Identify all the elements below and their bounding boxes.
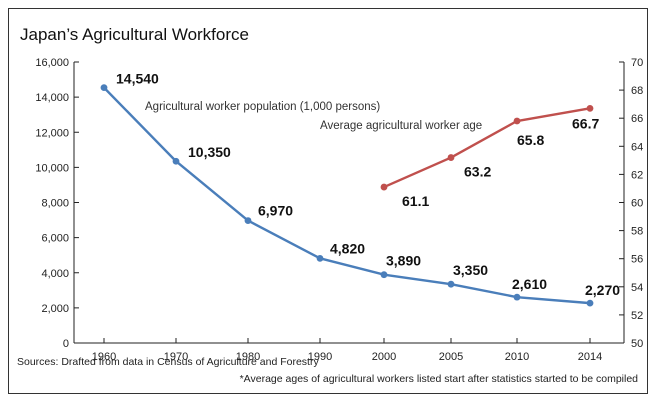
population-point bbox=[244, 217, 252, 224]
population-data-label: 4,820 bbox=[330, 240, 365, 256]
left-tick-label: 14,000 bbox=[35, 92, 69, 104]
right-tick-label: 62 bbox=[631, 169, 643, 181]
left-tick-label: 6,000 bbox=[41, 233, 69, 245]
population-point bbox=[513, 293, 521, 301]
series-lines bbox=[102, 86, 592, 305]
right-tick-label: 54 bbox=[631, 282, 643, 294]
x-tick-label: 1960 bbox=[92, 351, 116, 363]
right-tick-label: 58 bbox=[631, 226, 643, 238]
population-data-label: 10,350 bbox=[188, 144, 231, 160]
x-tick-label: 2000 bbox=[372, 351, 396, 363]
source-note: Sources: Drafted from data in Census of … bbox=[17, 356, 319, 368]
population-data-label: 2,270 bbox=[585, 282, 620, 298]
series-labels: 14,540 10,350 6,970 4,820 3,890 3,350 2,610 2,2… bbox=[116, 71, 620, 298]
right-tick-label: 68 bbox=[631, 85, 643, 97]
left-tick-label: 8,000 bbox=[41, 198, 69, 210]
average-age-line bbox=[382, 107, 592, 189]
population-line bbox=[102, 86, 592, 305]
average-age-point bbox=[513, 117, 521, 125]
right-tick-label: 70 bbox=[631, 57, 643, 69]
right-tick-label: 64 bbox=[631, 141, 643, 153]
population-point bbox=[380, 271, 388, 279]
series-points bbox=[100, 84, 594, 307]
chart-frame bbox=[8, 8, 648, 394]
population-data-label: 6,970 bbox=[258, 203, 293, 219]
chart-title: Japan’s Agricultural Workforce bbox=[20, 25, 249, 44]
left-tick-label: 16,000 bbox=[35, 57, 69, 69]
right-tick-label: 50 bbox=[631, 338, 643, 350]
population-point bbox=[586, 299, 594, 307]
left-tick-label: 12,000 bbox=[35, 127, 69, 139]
average-age-data-label: 66.7 bbox=[572, 115, 599, 131]
left-tick-label: 0 bbox=[63, 338, 69, 350]
average-age-point bbox=[380, 183, 388, 191]
population-point bbox=[172, 157, 180, 165]
population-data-label: 3,890 bbox=[386, 253, 421, 269]
x-tick-label: 1980 bbox=[236, 351, 260, 363]
left-axis-ticks: 0 2,000 4,000 6,000 8,000 10,000 12,000 14,000 1… bbox=[35, 57, 79, 350]
right-axis-ticks: 50 52 54 56 58 60 62 64 66 68 70 bbox=[619, 57, 643, 350]
average-age-data-label: 63.2 bbox=[464, 164, 491, 180]
x-tick-label: 2010 bbox=[505, 351, 529, 363]
x-axis-ticks: 1960 1970 1980 1990 2000 2005 2010 2014 bbox=[92, 338, 602, 363]
population-data-label: 2,610 bbox=[512, 276, 547, 292]
average-age-note: *Average ages of agricultural workers li… bbox=[240, 373, 639, 385]
x-tick-label: 2014 bbox=[578, 351, 602, 363]
left-tick-label: 4,000 bbox=[41, 268, 69, 280]
x-tick-label: 1990 bbox=[308, 351, 332, 363]
average-age-point bbox=[447, 154, 455, 161]
average-age-point bbox=[586, 104, 594, 112]
x-tick-label: 1970 bbox=[164, 351, 188, 363]
population-data-label: 14,540 bbox=[116, 71, 159, 87]
population-data-label: 3,350 bbox=[453, 262, 488, 278]
right-tick-label: 60 bbox=[631, 198, 643, 210]
left-tick-label: 10,000 bbox=[35, 162, 69, 174]
left-tick-label: 2,000 bbox=[41, 303, 69, 315]
legend-population: Agricultural worker population (1,000 pe… bbox=[145, 101, 380, 113]
right-tick-label: 52 bbox=[631, 310, 643, 322]
average-age-data-label: 61.1 bbox=[402, 193, 429, 209]
legend-age: Average agricultural worker age bbox=[320, 120, 482, 132]
population-point bbox=[316, 254, 324, 262]
right-tick-label: 66 bbox=[631, 113, 643, 125]
average-age-data-label: 65.8 bbox=[517, 132, 544, 148]
right-tick-label: 56 bbox=[631, 254, 643, 266]
population-point bbox=[100, 84, 108, 92]
x-tick-label: 2005 bbox=[439, 351, 463, 363]
population-point bbox=[447, 280, 455, 288]
